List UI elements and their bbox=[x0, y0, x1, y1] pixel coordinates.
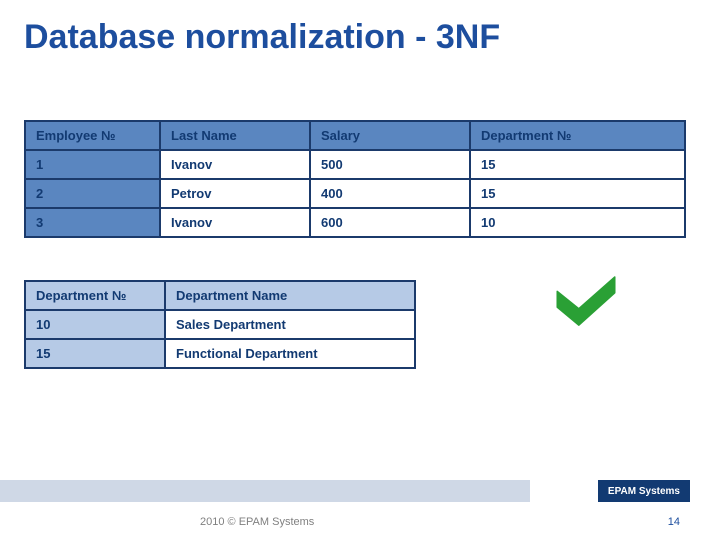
checkmark-icon bbox=[550, 270, 622, 330]
footer-light-strip bbox=[0, 480, 530, 502]
table-row: 1Ivanov50015 bbox=[25, 150, 685, 179]
table-cell: 1 bbox=[25, 150, 160, 179]
table-row: 2Petrov40015 bbox=[25, 179, 685, 208]
department-table: Department №Department Name10Sales Depar… bbox=[24, 280, 416, 369]
column-header: Employee № bbox=[25, 121, 160, 150]
table-row: 15Functional Department bbox=[25, 339, 415, 368]
table-cell: 2 bbox=[25, 179, 160, 208]
table-cell: Sales Department bbox=[165, 310, 415, 339]
page-number: 14 bbox=[668, 516, 680, 528]
column-header: Department Name bbox=[165, 281, 415, 310]
table-cell: 400 bbox=[310, 179, 470, 208]
table-cell: Ivanov bbox=[160, 150, 310, 179]
table-cell: 10 bbox=[470, 208, 685, 237]
column-header: Last Name bbox=[160, 121, 310, 150]
table-cell: Petrov bbox=[160, 179, 310, 208]
column-header: Department № bbox=[470, 121, 685, 150]
table-cell: 15 bbox=[470, 150, 685, 179]
column-header: Department № bbox=[25, 281, 165, 310]
table-cell: Ivanov bbox=[160, 208, 310, 237]
column-header: Salary bbox=[310, 121, 470, 150]
page-title: Database normalization - 3NF bbox=[24, 18, 500, 57]
table-row: 10Sales Department bbox=[25, 310, 415, 339]
footer-logo-text: EPAM Systems bbox=[608, 486, 680, 497]
table-cell: 10 bbox=[25, 310, 165, 339]
slide: Database normalization - 3NF Employee №L… bbox=[0, 0, 720, 540]
footer-logo: EPAM Systems bbox=[598, 480, 690, 502]
table-cell: Functional Department bbox=[165, 339, 415, 368]
employee-table: Employee №Last NameSalaryDepartment №1Iv… bbox=[24, 120, 686, 238]
table-cell: 3 bbox=[25, 208, 160, 237]
table-cell: 15 bbox=[470, 179, 685, 208]
footer-band: EPAM Systems bbox=[0, 480, 720, 502]
table-cell: 15 bbox=[25, 339, 165, 368]
employee-table-wrap: Employee №Last NameSalaryDepartment №1Iv… bbox=[24, 120, 686, 238]
table-cell: 500 bbox=[310, 150, 470, 179]
table-cell: 600 bbox=[310, 208, 470, 237]
copyright-text: 2010 © EPAM Systems bbox=[200, 516, 314, 528]
department-table-wrap: Department №Department Name10Sales Depar… bbox=[24, 280, 416, 369]
table-row: 3Ivanov60010 bbox=[25, 208, 685, 237]
